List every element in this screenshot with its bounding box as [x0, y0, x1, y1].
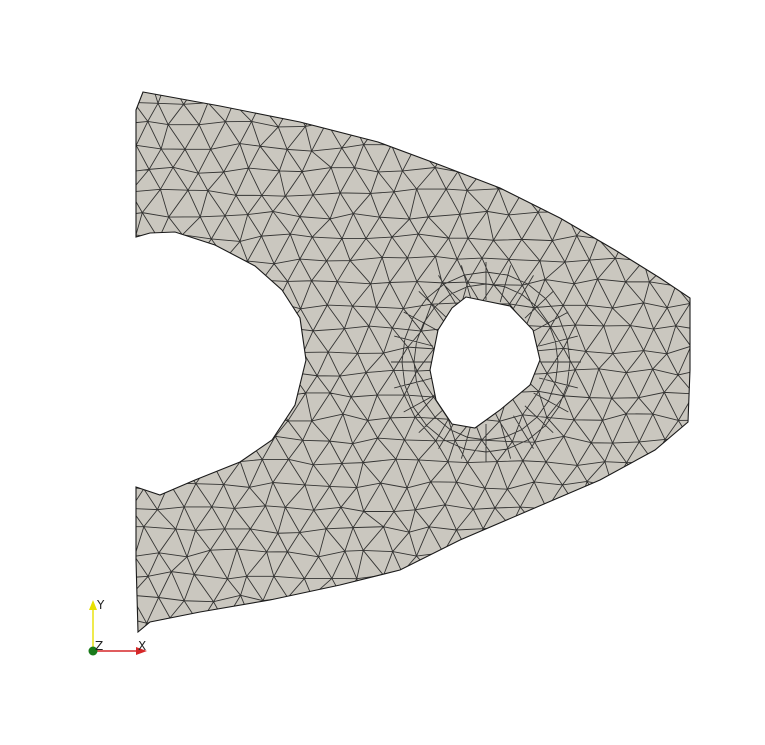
z-axis-label: Z [95, 639, 103, 653]
x-axis-arrowhead [136, 647, 147, 655]
x-axis-label: X [138, 639, 146, 653]
mesh-outline [135, 91, 691, 634]
y-axis-arrowhead [89, 600, 97, 610]
orientation-axes: Y X Z [88, 598, 147, 656]
z-axis-dot [88, 646, 98, 656]
y-axis-label: Y [96, 598, 105, 612]
